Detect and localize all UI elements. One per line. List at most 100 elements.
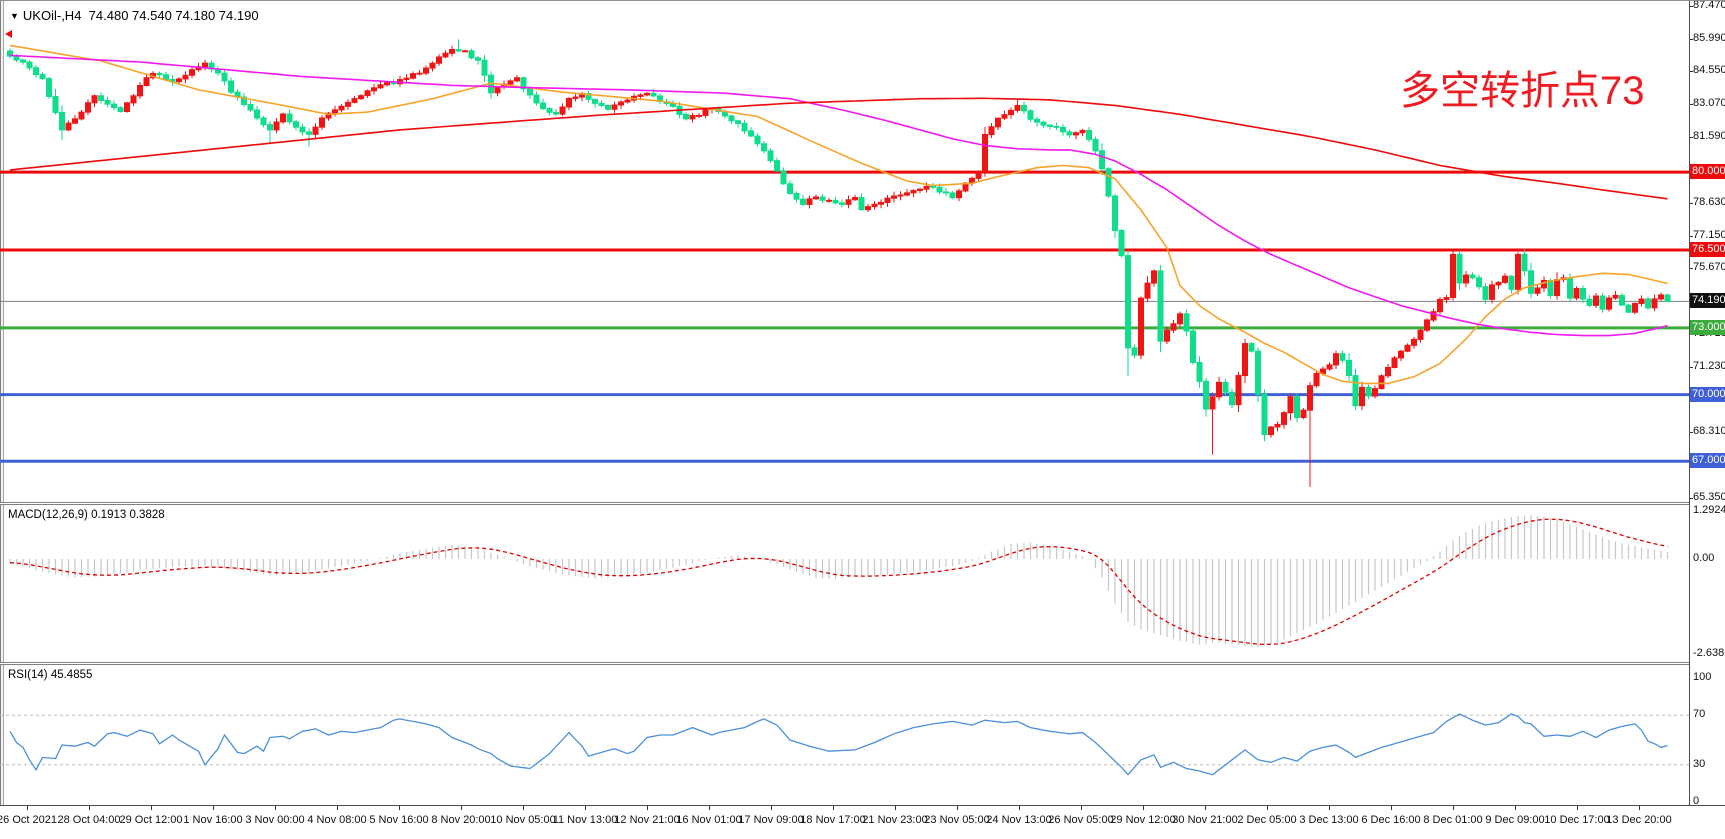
price-tick-mark [1690,268,1693,269]
time-tick-label: 26 Nov 05:00 [1048,814,1114,826]
time-tick-mark [89,806,90,810]
price-tick-mark [1690,71,1693,72]
price-tick-mark [1690,367,1693,368]
time-tick-label: 30 Nov 21:00 [1172,814,1238,826]
macd-pane[interactable] [0,505,1689,662]
price-tick-label: 78.630 [1693,196,1725,208]
time-tick-label: 10 Dec 17:00 [1544,814,1610,826]
price-badge-76.500: 76.500 [1690,242,1725,257]
rsi-label: RSI(14) 45.4855 [8,669,93,681]
rsi-scale-label: 0 [1693,795,1700,807]
time-tick-label: 12 Nov 21:00 [614,814,680,826]
time-tick-label: 13 Dec 20:00 [1606,814,1672,826]
time-tick-mark [1639,806,1640,810]
price-tick-mark [1690,137,1693,138]
time-tick-mark [213,806,214,810]
macd-signal-line [9,518,1668,646]
time-tick-label: 24 Nov 13:00 [986,814,1052,826]
time-tick-mark [709,806,710,810]
price-badge-80.000: 80.000 [1690,164,1725,179]
price-badge-67.000: 67.000 [1690,453,1725,468]
rsi-scale-label: 70 [1693,708,1706,720]
time-tick-label: 4 Nov 08:00 [307,814,367,826]
time-tick-label: 2 Dec 05:00 [1237,814,1297,826]
pane-separator-rsi[interactable] [0,662,1689,665]
time-tick-mark [1019,806,1020,810]
time-tick-mark [523,806,524,810]
time-tick-mark [895,806,896,810]
time-tick-label: 28 Oct 04:00 [57,814,121,826]
macd-scale-label: 0.00 [1693,552,1715,564]
time-tick-label: 9 Dec 09:00 [1485,814,1545,826]
time-tick-mark [1267,806,1268,810]
time-tick-label: 16 Nov 01:00 [676,814,742,826]
time-tick-label: 10 Nov 05:00 [490,814,556,826]
price-tick-mark [1690,236,1693,237]
price-tick-label: 84.550 [1693,64,1725,76]
price-tick-mark [1690,104,1693,105]
time-tick-mark [1391,806,1392,810]
time-tick-label: 3 Nov 00:00 [245,814,305,826]
time-tick-mark [151,806,152,810]
symbol-name: UKOil-,H4 [22,8,82,23]
time-tick-mark [461,806,462,810]
time-tick-label: 6 Dec 16:00 [1361,814,1421,826]
time-tick-mark [1205,806,1206,810]
macd-scale-label: 1.2924 [1693,504,1725,516]
time-tick-label: 8 Nov 20:00 [431,814,491,826]
time-axis[interactable]: 26 Oct 2021 28 Oct 04:00 29 Oct 12:00 1 Nov… [0,805,1725,839]
time-tick-mark [1577,806,1578,810]
time-tick-label: 26 Oct 2021 [0,814,57,826]
time-tick-label: 3 Dec 13:00 [1299,814,1359,826]
time-tick-mark [1329,806,1330,810]
time-tick-label: 23 Nov 05:00 [924,814,990,826]
price-tick-mark [1690,432,1693,433]
price-tick-mark [1690,498,1693,499]
ma-fast-orange[interactable] [9,44,1668,385]
rsi-pane[interactable] [0,665,1689,805]
price-tick-label: 71.230 [1693,360,1725,372]
chevron-down-icon[interactable]: ▼ [10,11,19,21]
price-badge-74.190: 74.190 [1690,293,1725,308]
time-tick-mark [337,806,338,810]
time-tick-label: 21 Nov 23:00 [862,814,928,826]
price-tick-label: 77.150 [1693,229,1725,241]
time-tick-mark [27,806,28,810]
window-left-frame [0,1,4,839]
macd-scale-label: -2.6386 [1693,647,1725,659]
price-tick-label: 83.070 [1693,97,1725,109]
price-badge-70.000: 70.000 [1690,387,1725,402]
time-tick-mark [833,806,834,810]
time-tick-mark [399,806,400,810]
price-tick-label: 75.670 [1693,261,1725,273]
macd-label: MACD(12,26,9) 0.1913 0.3828 [8,509,165,521]
time-tick-mark [771,806,772,810]
macd-histogram [9,515,1669,647]
main-price-pane[interactable] [0,1,1689,502]
time-tick-label: 18 Nov 17:00 [800,814,866,826]
symbol-title: ▼ UKOil-,H4 74.480 74.540 74.180 74.190 [10,8,259,23]
price-tick-mark [1690,39,1693,40]
price-badge-73.000: 73.000 [1690,320,1725,335]
time-tick-mark [1453,806,1454,810]
price-tick-mark [1690,6,1693,7]
rsi-scale-label: 100 [1693,671,1712,683]
time-tick-mark [1081,806,1082,810]
ohlc-values: 74.480 74.540 74.180 74.190 [88,8,259,23]
time-tick-label: 29 Oct 12:00 [119,814,183,826]
pane-separator-macd[interactable] [0,502,1689,505]
time-tick-mark [585,806,586,810]
rsi-scale-label: 30 [1693,758,1706,770]
time-tick-label: 11 Nov 13:00 [552,814,618,826]
price-tick-label: 68.310 [1693,425,1725,437]
time-tick-mark [1143,806,1144,810]
time-tick-mark [275,806,276,810]
time-tick-label: 29 Nov 12:00 [1110,814,1176,826]
time-tick-mark [1515,806,1516,810]
ma-slow-red[interactable] [9,97,1668,200]
ma-mid-magenta[interactable] [9,54,1668,337]
price-axis[interactable]: 87.470 85.990 84.550 83.070 81.590 78.630 77.1… [1689,1,1725,807]
time-tick-mark [957,806,958,810]
price-tick-label: 85.990 [1693,32,1725,44]
